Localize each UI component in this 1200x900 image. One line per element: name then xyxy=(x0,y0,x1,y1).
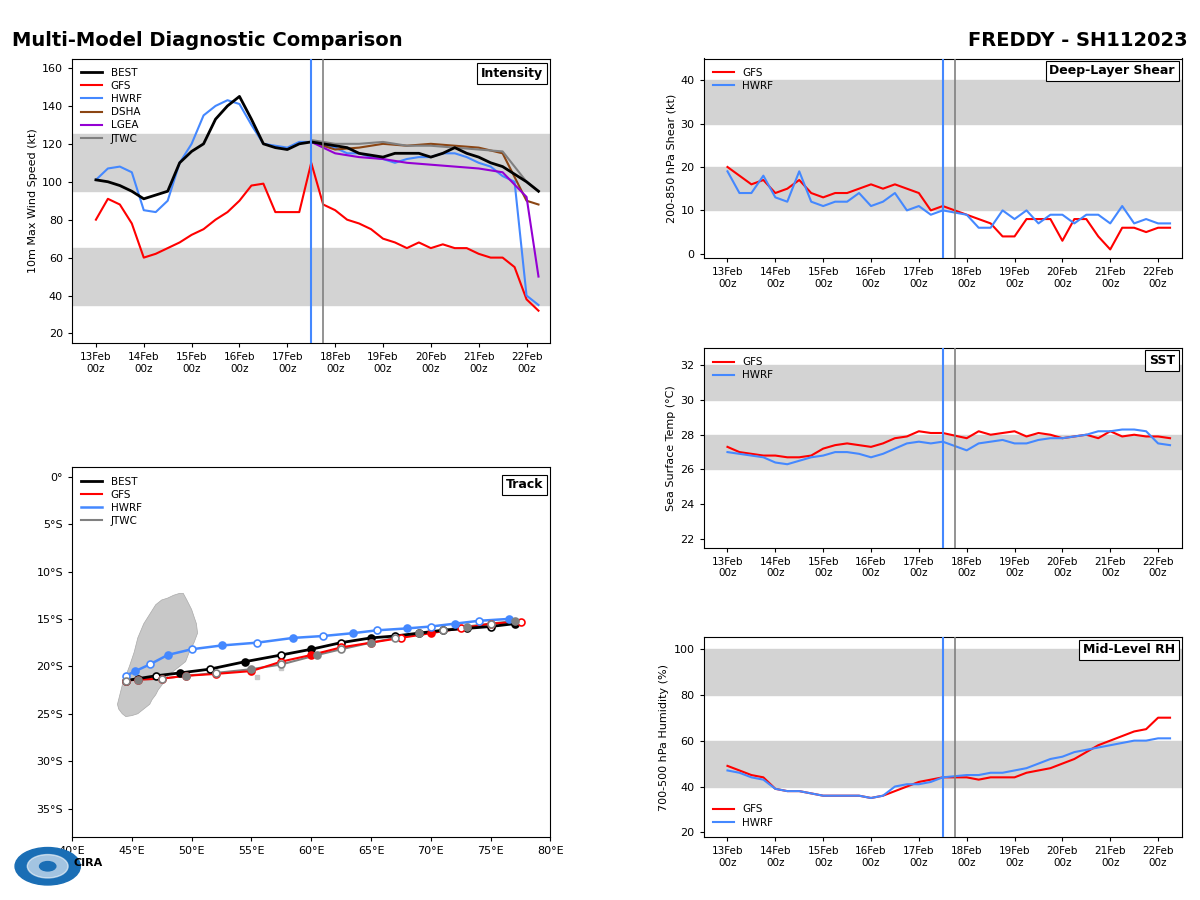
Y-axis label: 200-850 hPa Shear (kt): 200-850 hPa Shear (kt) xyxy=(666,94,677,223)
Text: CIRA: CIRA xyxy=(74,859,103,868)
Text: FREDDY - SH112023: FREDDY - SH112023 xyxy=(968,32,1188,50)
Bar xyxy=(703,365,1182,400)
Text: Deep-Layer Shear: Deep-Layer Shear xyxy=(1049,65,1175,77)
Bar xyxy=(72,134,551,191)
Bar xyxy=(72,248,551,305)
Y-axis label: Sea Surface Temp (°C): Sea Surface Temp (°C) xyxy=(666,385,676,510)
Text: SST: SST xyxy=(1148,354,1175,367)
Bar xyxy=(703,435,1182,470)
Y-axis label: 10m Max Wind Speed (kt): 10m Max Wind Speed (kt) xyxy=(28,129,37,273)
Text: Multi-Model Diagnostic Comparison: Multi-Model Diagnostic Comparison xyxy=(12,32,403,50)
Text: Track: Track xyxy=(505,478,544,491)
Text: Intensity: Intensity xyxy=(481,67,544,80)
Legend: GFS, HWRF: GFS, HWRF xyxy=(709,353,778,384)
Bar xyxy=(703,80,1182,123)
Y-axis label: 700-500 hPa Humidity (%): 700-500 hPa Humidity (%) xyxy=(659,663,670,811)
Circle shape xyxy=(28,855,68,878)
Circle shape xyxy=(16,848,80,885)
Circle shape xyxy=(40,861,56,871)
Polygon shape xyxy=(118,593,198,716)
Legend: BEST, GFS, HWRF, JTWC: BEST, GFS, HWRF, JTWC xyxy=(77,472,145,530)
Legend: GFS, HWRF: GFS, HWRF xyxy=(709,800,778,832)
Bar xyxy=(703,649,1182,695)
Legend: BEST, GFS, HWRF, DSHA, LGEA, JTWC: BEST, GFS, HWRF, DSHA, LGEA, JTWC xyxy=(77,64,145,148)
Legend: GFS, HWRF: GFS, HWRF xyxy=(709,64,778,95)
Bar xyxy=(703,167,1182,211)
Text: Mid-Level RH: Mid-Level RH xyxy=(1082,644,1175,656)
Bar xyxy=(703,741,1182,787)
